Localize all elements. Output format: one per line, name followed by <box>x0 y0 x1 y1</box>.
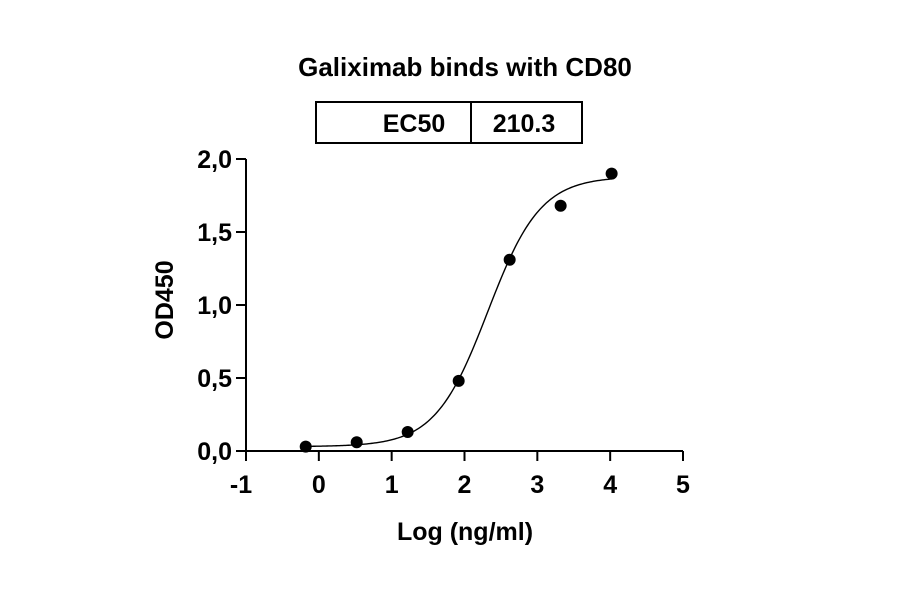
y-ticks: 0,0 0,5 1,0 1,5 2,0 <box>197 146 246 466</box>
data-point <box>350 436 363 449</box>
y-tick-label: 0,5 <box>197 365 232 393</box>
chart-title: Galiximab binds with CD80 <box>298 52 632 82</box>
ec50-table: EC50 210.3 <box>315 101 583 144</box>
x-axis-label: Log (ng/ml) <box>397 518 533 546</box>
x-tick-label: 0 <box>312 471 326 499</box>
data-point <box>401 426 414 439</box>
data-point <box>452 374 465 387</box>
data-point <box>503 253 516 266</box>
ec50-label: EC50 <box>383 110 446 138</box>
y-axis-label: OD450 <box>151 260 179 339</box>
x-tick-label: 1 <box>385 471 399 499</box>
x-tick-label: 4 <box>603 471 617 499</box>
x-tick-label: 2 <box>458 471 472 499</box>
y-tick-label: 0,0 <box>197 438 232 466</box>
y-tick-label: 1,5 <box>197 219 232 247</box>
ec50-table-border <box>315 101 583 144</box>
data-point <box>299 440 312 453</box>
y-tick-label: 2,0 <box>197 146 232 174</box>
data-point <box>554 199 567 212</box>
y-tick-label: 1,0 <box>197 292 232 320</box>
x-tick-label: 3 <box>530 471 544 499</box>
fit-curve <box>305 178 612 448</box>
data-point <box>605 167 618 180</box>
x-tick-label: 5 <box>676 471 690 499</box>
data-points <box>299 167 618 453</box>
ec50-value: 210.3 <box>493 110 556 138</box>
x-tick-label: -1 <box>230 471 252 499</box>
x-ticks: -1 0 1 2 3 4 5 <box>230 451 690 499</box>
